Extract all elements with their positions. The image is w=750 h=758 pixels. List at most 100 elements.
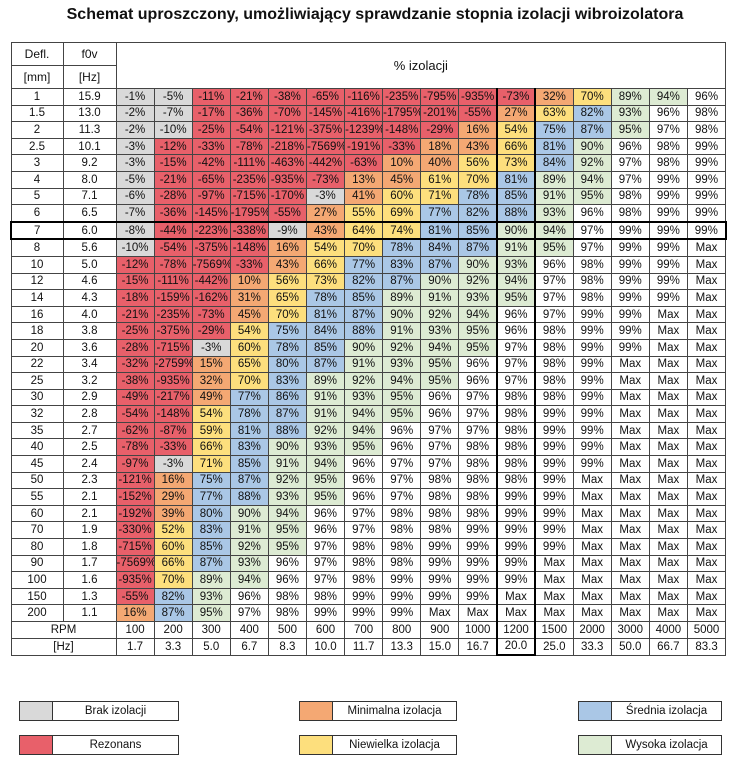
f0v-cell: 3.8 — [62, 322, 117, 340]
isolation-cell: 55% — [344, 204, 384, 223]
isolation-cell: Max — [686, 504, 727, 523]
isolation-cell: Max — [648, 554, 688, 573]
isolation-cell: Max — [572, 504, 612, 523]
isolation-cell: 65% — [229, 355, 269, 374]
isolation-cell: 71% — [191, 455, 231, 473]
isolation-cell: 16% — [267, 238, 307, 257]
isolation-cell: 99% — [495, 571, 537, 589]
isolation-cell: 90% — [382, 305, 422, 324]
isolation-cell: Max — [534, 554, 574, 573]
isolation-cell: 60% — [229, 338, 269, 357]
isolation-cell: 97% — [420, 421, 460, 440]
isolation-cell: -2759% — [153, 355, 193, 374]
isolation-cell: -10% — [153, 121, 193, 139]
isolation-cell: 99% — [534, 521, 574, 540]
isolation-cell: 66% — [153, 554, 193, 573]
isolation-cell: -73% — [191, 305, 231, 324]
isolation-cell: 75% — [267, 322, 307, 340]
isolation-cell: 91% — [534, 187, 574, 206]
isolation-cell: 99% — [458, 587, 498, 606]
isolation-cell: 74% — [382, 220, 422, 241]
isolation-cell: -375% — [191, 238, 231, 257]
isolation-cell: Max — [534, 604, 574, 622]
defl-cell: 40 — [10, 438, 64, 457]
isolation-cell: -416% — [344, 104, 384, 123]
isolation-cell: 92% — [420, 305, 460, 324]
isolation-cell: -715% — [229, 187, 269, 206]
isolation-cell: 98% — [382, 554, 422, 573]
isolation-cell: 98% — [534, 388, 574, 407]
f0v-cell: 4.0 — [62, 305, 117, 324]
isolation-cell: 98% — [686, 121, 727, 139]
rpm-cell: 200 — [153, 621, 193, 639]
isolation-cell: 99% — [648, 204, 688, 223]
isolation-cell: 32% — [534, 88, 574, 106]
isolation-cell: Max — [648, 405, 688, 423]
header-f0v-unit: [Hz] — [62, 65, 117, 89]
isolation-cell: 98% — [572, 255, 612, 274]
isolation-cell: 99% — [648, 289, 688, 307]
isolation-table: Defl. f0v% izolacji [mm] [Hz] 1 15.9 -1% -5% -11… — [10, 42, 727, 657]
isolation-cell: 63% — [534, 104, 574, 123]
isolation-cell: 77% — [229, 388, 269, 407]
isolation-cell: 85% — [305, 338, 346, 357]
isolation-cell: Max — [686, 372, 727, 390]
isolation-cell: 94% — [420, 338, 460, 357]
isolation-cell: 97% — [420, 438, 460, 457]
isolation-cell: 89% — [534, 170, 574, 189]
isolation-cell: -28% — [115, 338, 155, 357]
isolation-cell: 99% — [495, 504, 537, 523]
isolation-cell: Max — [648, 355, 688, 374]
isolation-cell: Max — [610, 455, 650, 473]
isolation-cell: 95% — [572, 187, 612, 206]
isolation-cell: 99% — [420, 571, 460, 589]
isolation-cell: 87% — [229, 471, 269, 490]
isolation-cell: 99% — [572, 338, 612, 357]
isolation-cell: -170% — [267, 187, 307, 206]
isolation-cell: 98% — [686, 104, 727, 123]
f0v-cell: 6.0 — [62, 220, 117, 241]
isolation-cell: 95% — [382, 388, 422, 407]
isolation-cell: -78% — [229, 137, 269, 156]
isolation-cell: -54% — [115, 405, 155, 423]
isolation-cell: -18% — [115, 289, 155, 307]
isolation-cell: 99% — [572, 355, 612, 374]
f0v-cell: 8.0 — [62, 170, 117, 189]
isolation-cell: 94% — [648, 88, 688, 106]
defl-cell: 30 — [10, 388, 64, 407]
isolation-cell: -235% — [229, 170, 269, 189]
isolation-cell: 96% — [458, 355, 498, 374]
isolation-cell: 99% — [572, 388, 612, 407]
isolation-cell: -12% — [115, 255, 155, 274]
isolation-cell: Max — [610, 471, 650, 490]
isolation-cell: 70% — [344, 238, 384, 257]
isolation-cell: 95% — [610, 121, 650, 139]
isolation-cell: 73% — [305, 272, 346, 291]
table-row: 40 2.5 -78% -33% 66% 83% 90% 93% 95% 96% 97% 98% 98%… — [10, 438, 727, 457]
isolation-cell: Max — [648, 504, 688, 523]
rpm-cell: 1000 — [458, 621, 498, 639]
table-row: 8 5.6 -10% -54% -375% -148% 16% 54% 70% 78% 84% 87%… — [10, 238, 727, 257]
isolation-cell: -78% — [115, 438, 155, 457]
isolation-cell: -32% — [115, 355, 155, 374]
isolation-cell: 97% — [534, 272, 574, 291]
isolation-cell: -55% — [267, 204, 307, 223]
isolation-cell: 78% — [305, 289, 346, 307]
isolation-cell: 43% — [458, 137, 498, 156]
isolation-cell: 92% — [267, 471, 307, 490]
rpm-cell: 3000 — [610, 621, 650, 639]
isolation-cell: 99% — [344, 604, 384, 622]
table-row: 32 2.8 -54% -148% 54% 78% 87% 91% 94% 95% 96% 97% 98… — [10, 405, 727, 423]
isolation-cell: Max — [648, 322, 688, 340]
rpm-cell: 1200 — [495, 621, 537, 639]
isolation-cell: -44% — [153, 220, 193, 241]
table-row: 14 4.3 -18% -159% -162% 31% 65% 78% 85% 89% 91% 93%… — [10, 289, 727, 307]
isolation-cell: -935% — [267, 170, 307, 189]
isolation-cell: Max — [572, 587, 612, 606]
hz-cell: 10.0 — [305, 637, 346, 656]
rpm-cell: 400 — [229, 621, 269, 639]
isolation-cell: 77% — [344, 255, 384, 274]
table-row: 1 15.9 -1% -5% -11% -21% -38% -65% -116% -235% -79… — [10, 88, 727, 106]
defl-cell: 60 — [10, 504, 64, 523]
isolation-cell: 99% — [495, 554, 537, 573]
